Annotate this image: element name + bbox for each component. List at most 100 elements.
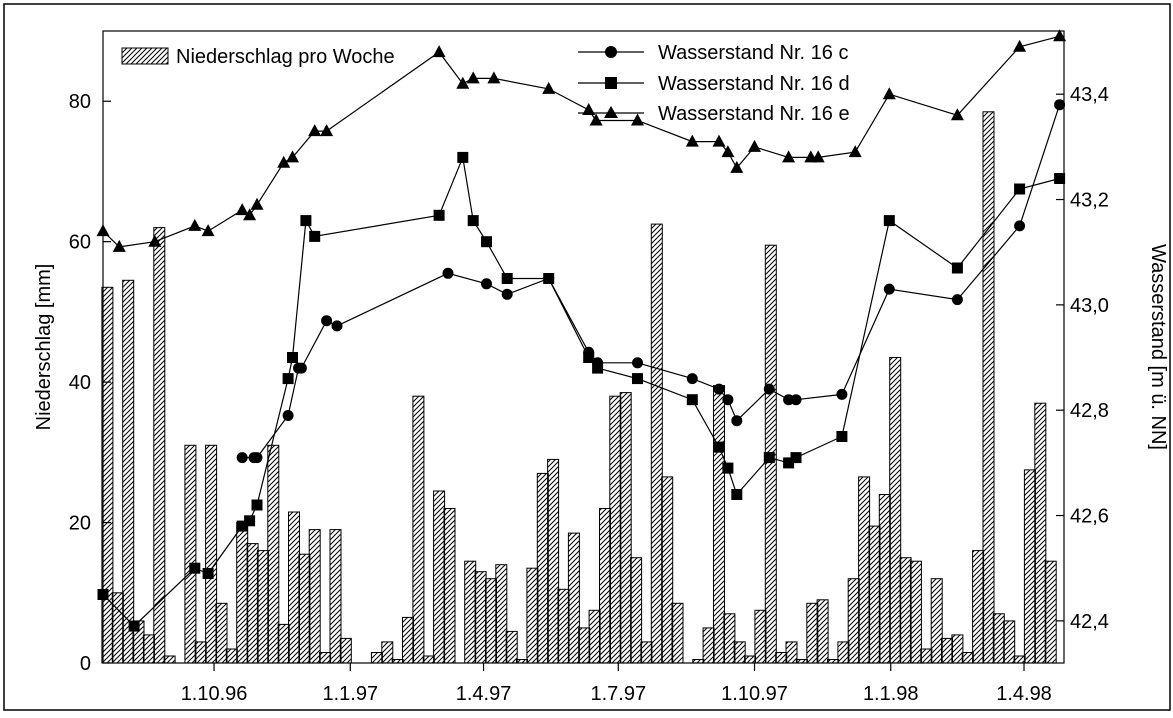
- marker-circle: [331, 320, 343, 332]
- marker-circle: [1054, 99, 1066, 111]
- legend-marker-16d: [605, 77, 617, 89]
- marker-square: [763, 452, 775, 464]
- marker-triangle: [487, 71, 501, 84]
- marker-square: [731, 489, 743, 500]
- precip-bar: [288, 511, 300, 664]
- precip-bar: [868, 525, 881, 664]
- marker-triangle: [201, 224, 215, 237]
- marker-square: [836, 431, 848, 442]
- precip-bar: [972, 550, 985, 664]
- precip-bar: [754, 609, 767, 664]
- x-tick-label: 1.7.97: [590, 683, 646, 705]
- marker-circle: [321, 315, 333, 327]
- marker-circle: [481, 278, 492, 290]
- precip-bar: [744, 655, 757, 664]
- marker-circle: [951, 294, 963, 306]
- precip-bar: [982, 111, 995, 664]
- precip-bar: [142, 634, 155, 664]
- marker-triangle: [950, 108, 964, 121]
- precip-bar: [381, 641, 394, 664]
- marker-square: [722, 462, 734, 474]
- precip-bar: [495, 564, 508, 664]
- precip-bar: [723, 613, 736, 664]
- marker-square: [632, 373, 643, 385]
- marker-triangle: [685, 134, 699, 147]
- precip-bar: [650, 223, 663, 664]
- marker-triangle: [811, 150, 825, 163]
- precip-bar: [329, 529, 342, 664]
- marker-triangle: [456, 76, 470, 89]
- marker-square: [189, 562, 201, 574]
- precip-bar: [733, 641, 746, 664]
- marker-triangle: [466, 71, 480, 84]
- precip-bar: [661, 476, 674, 664]
- marker-circle: [1014, 220, 1026, 232]
- marker-triangle: [277, 155, 291, 168]
- marker-triangle: [748, 139, 761, 152]
- marker-square: [467, 215, 479, 227]
- precip-bar: [702, 627, 715, 664]
- precip-bar: [308, 529, 321, 664]
- legend-label-16c: Wasserstand Nr. 16 c: [658, 42, 848, 64]
- marker-circle: [442, 267, 454, 279]
- precip-bar: [339, 637, 352, 664]
- x-tick-label: 1.4.98: [996, 683, 1052, 705]
- marker-square: [282, 373, 294, 385]
- legend: Niederschlag pro Woche Wasserstand Nr. 1…: [121, 42, 850, 125]
- precip-bar: [837, 641, 850, 664]
- marker-circle: [722, 394, 734, 406]
- precip-bar: [205, 444, 218, 664]
- precip-bar: [961, 652, 974, 664]
- marker-square: [883, 215, 895, 227]
- y-tick-label-right: 42,6: [1070, 506, 1109, 528]
- x-tick-label: 1.1.97: [322, 683, 378, 705]
- marker-square: [481, 236, 492, 248]
- marker-triangle: [782, 150, 796, 163]
- y-tick-label-left: 0: [80, 653, 91, 675]
- marker-square: [433, 209, 445, 221]
- y-axis-label-right: Wasserstand [m ü. NN]: [1147, 244, 1169, 450]
- precip-bar: [485, 578, 497, 664]
- outer-frame: [3, 3, 1171, 711]
- precip-bar: [713, 385, 725, 664]
- marker-triangle: [250, 197, 264, 210]
- precip-bar: [443, 508, 456, 664]
- marker-triangle: [308, 124, 322, 137]
- precip-bar: [847, 578, 860, 664]
- precip-bar: [588, 609, 601, 664]
- marker-triangle: [1013, 39, 1027, 52]
- y-tick-label-right: 43,4: [1070, 84, 1109, 106]
- y-tick-label-right: 42,4: [1070, 611, 1109, 633]
- precip-bar: [319, 652, 332, 664]
- marker-circle: [632, 357, 643, 369]
- precip-bar: [422, 655, 435, 664]
- x-tick-label: 1.1.98: [863, 683, 919, 705]
- marker-square: [300, 215, 312, 227]
- y-tick-label-left: 60: [69, 232, 91, 254]
- precip-bar: [433, 490, 446, 664]
- precip-bar: [122, 279, 135, 664]
- axes-layer: 0 20 40 60 80 42,4 42,6 42,8 43,0 43,2 43,4 1.10.96…: [69, 84, 1109, 705]
- marker-square: [457, 151, 469, 163]
- precip-bar: [557, 588, 570, 664]
- marker-square: [501, 273, 513, 284]
- x-tick-label: 1.10.96: [181, 683, 248, 705]
- precip-bar: [578, 627, 591, 664]
- precip-bar: [775, 652, 788, 664]
- marker-circle: [236, 452, 248, 464]
- marker-triangle: [589, 113, 603, 126]
- marker-square: [309, 230, 321, 242]
- precip-bar: [806, 602, 819, 664]
- precip-bar: [941, 637, 953, 664]
- precip-bar: [671, 602, 684, 664]
- precip-bar: [256, 550, 269, 664]
- marker-triangle: [582, 103, 596, 115]
- precip-bar: [785, 641, 798, 664]
- marker-circle: [251, 452, 263, 464]
- y-tick-label-left: 80: [69, 91, 91, 113]
- marker-square: [244, 515, 256, 527]
- marker-triangle: [1053, 29, 1067, 42]
- precip-bar: [619, 392, 632, 664]
- marker-square: [287, 352, 298, 363]
